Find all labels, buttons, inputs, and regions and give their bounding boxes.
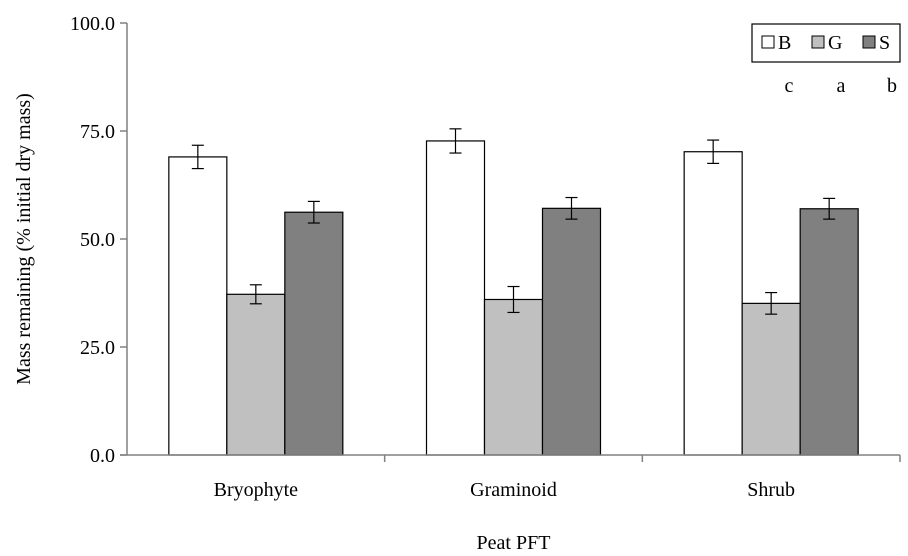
bar-s-shrub [799,208,859,456]
y-tick-label: 25.0 [80,337,115,359]
y-tick-label: 50.0 [80,229,115,251]
significance-letter-s: b [887,75,897,97]
bar-g-shrub [741,302,801,456]
bars [168,140,859,456]
y-tick-label: 0.0 [90,445,115,467]
bar-b-bryophyte [168,156,228,456]
y-axis-title: Mass remaining (% initial dry mass) [13,93,35,385]
legend-swatch-g [811,35,825,49]
legend-label-b: B [778,32,791,54]
y-axis-ticks: 0.0 25.0 50.0 75.0 100.0 [70,13,127,467]
error-bars [191,128,836,315]
x-tick-label-bryophyte: Bryophyte [214,479,299,501]
y-tick-label: 100.0 [70,13,115,35]
x-tick-label-shrub: Shrub [747,479,795,501]
bar-s-bryophyte [284,211,344,456]
legend-label-g: G [828,32,842,54]
legend-label-s: S [879,32,890,54]
x-tick-label-graminoid: Graminoid [470,479,557,501]
x-axis-ticks: Bryophyte Graminoid Shrub [214,455,901,501]
significance-letter-b: c [785,75,794,97]
legend-swatch-s [862,35,876,49]
bar-s-graminoid [541,207,602,456]
bar-b-graminoid [425,140,486,456]
legend-swatch-b [761,35,775,49]
bar-g-graminoid [483,298,544,456]
x-axis-title: Peat PFT [477,532,551,554]
significance-letter-g: a [837,75,846,97]
y-tick-label: 75.0 [80,121,115,143]
bar-b-shrub [683,151,743,456]
bar-g-bryophyte [226,293,286,456]
